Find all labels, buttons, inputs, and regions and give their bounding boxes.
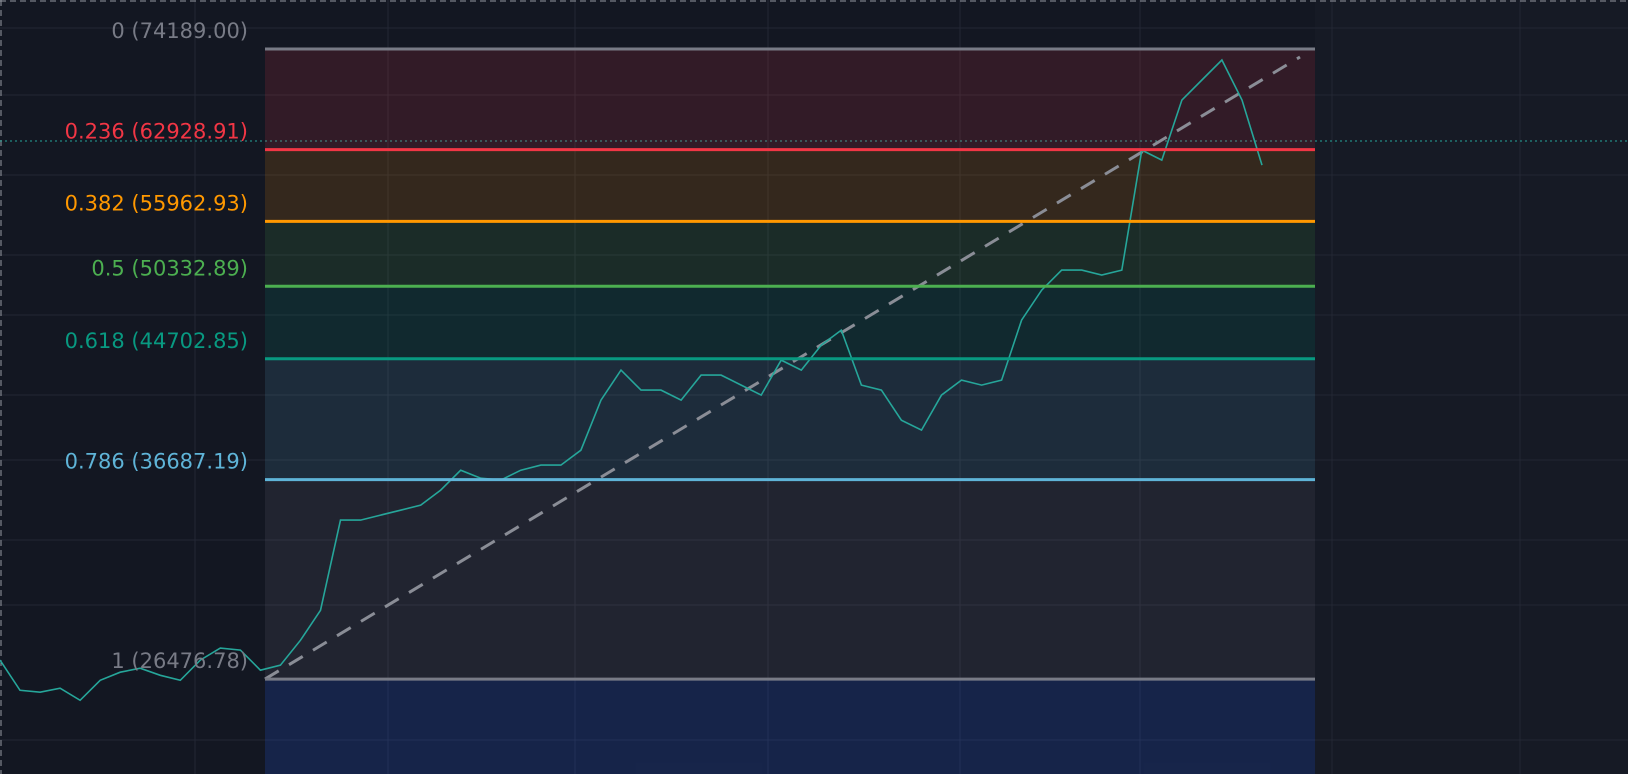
fib-level-label: 1 (26476.78) <box>111 649 248 673</box>
trend-line <box>264 55 1301 681</box>
fib-band <box>265 49 1315 150</box>
fib-level-label: 0.236 (62928.91) <box>65 120 248 144</box>
fib-levels: 0 (74189.00) 0.236 (62928.91) 0.382 (55962… <box>65 19 1315 681</box>
fib-band <box>265 221 1315 287</box>
fib-band <box>265 149 1315 222</box>
fib-level-label: 0.5 (50332.89) <box>91 256 248 280</box>
price-line <box>0 58 1263 702</box>
fib-bands <box>264 49 1315 774</box>
fib-level-label: 0.786 (36687.19) <box>65 450 248 474</box>
fib-level-label: 0.382 (55962.93) <box>65 191 248 215</box>
price-series <box>0 58 1263 702</box>
fib-level-label: 0.618 (44702.85) <box>65 329 248 353</box>
fib-band <box>265 358 1315 480</box>
right-area <box>1315 0 1628 774</box>
fib-band-extension <box>265 679 1315 774</box>
fib-band <box>265 286 1315 359</box>
fib-level-label: 0 (74189.00) <box>111 19 248 43</box>
fib-band <box>265 479 1315 680</box>
